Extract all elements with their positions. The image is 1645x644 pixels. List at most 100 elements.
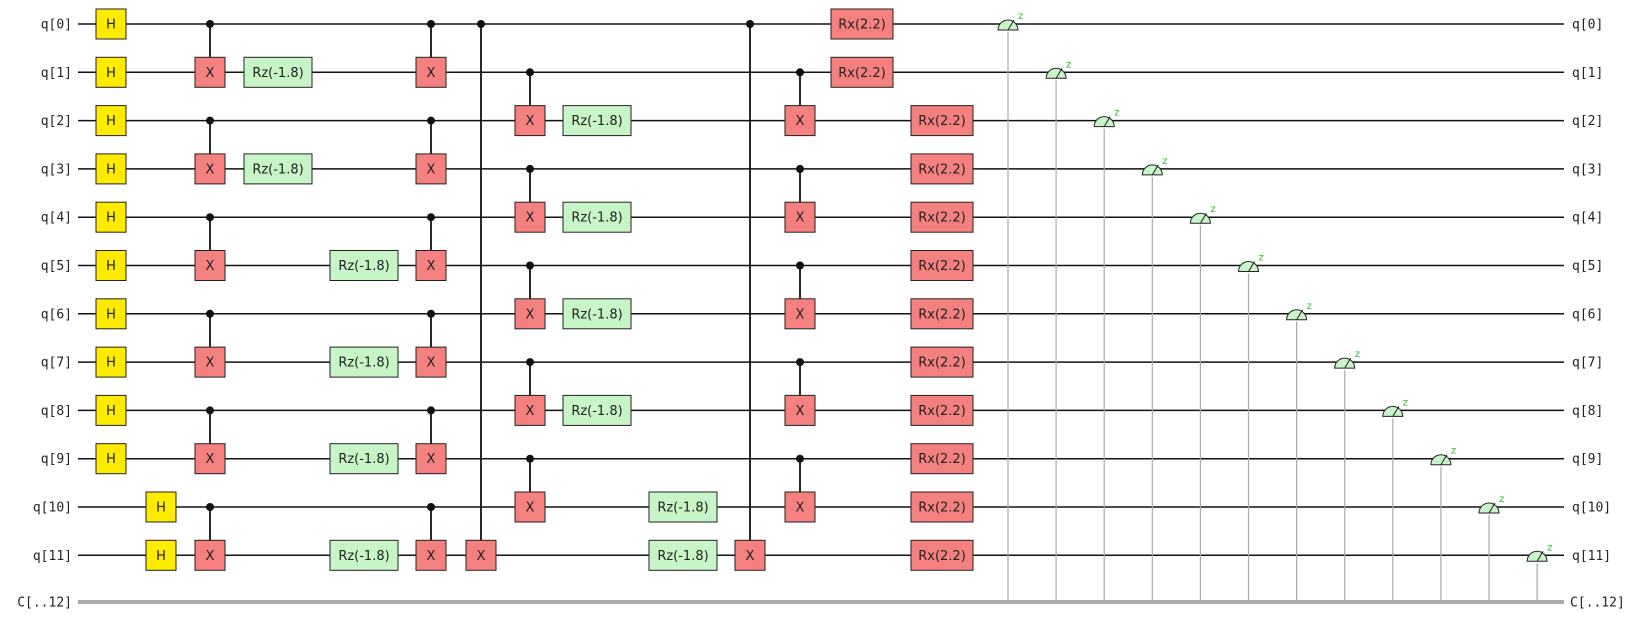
meter-needle-icon xyxy=(1440,454,1448,465)
cx-target-box xyxy=(194,443,226,475)
rz-gate-box xyxy=(562,394,632,426)
measurement-gate: z xyxy=(1382,397,1408,417)
cx-control-dot xyxy=(206,406,214,415)
cx-target-box xyxy=(734,539,766,571)
h-gate: H xyxy=(95,153,127,185)
cx-target-box xyxy=(415,250,447,281)
measurement-gate: z xyxy=(1526,542,1552,562)
h-gate-label: H xyxy=(106,162,116,177)
rz-gate-box xyxy=(562,298,632,330)
measurement-gate: z xyxy=(1141,156,1168,176)
meter-icon xyxy=(1093,116,1115,128)
rz-gate: Rz(-1.8) xyxy=(562,201,632,233)
rx-gate-label: Rx(2.2) xyxy=(918,501,966,516)
cx-target-box xyxy=(465,539,497,571)
rx-gate-label: Rx(2.2) xyxy=(918,356,966,371)
meter-icon xyxy=(997,19,1019,31)
rz-gate-label: Rz(-1.8) xyxy=(657,549,708,564)
cx-target: X xyxy=(415,346,447,378)
cx-target: X xyxy=(514,491,546,523)
qubit-label-left: q[0] xyxy=(41,18,72,33)
h-gate-box xyxy=(95,346,127,378)
cx-target-box xyxy=(415,443,447,475)
cx-control-dot xyxy=(796,261,804,270)
h-gate-box xyxy=(95,153,127,185)
cx-control-dot xyxy=(427,20,435,28)
h-gate-box xyxy=(145,491,177,523)
cx-control-dot xyxy=(206,503,214,511)
h-gate-label: H xyxy=(106,114,116,129)
cx-control-dot xyxy=(796,164,804,173)
h-gate-label: H xyxy=(106,18,116,33)
wires-layer xyxy=(78,23,1564,604)
qubit-label-left: q[2] xyxy=(41,114,72,129)
rz-gate: Rz(-1.8) xyxy=(329,250,399,281)
cx-target-box xyxy=(194,250,226,281)
cx-target-label: X xyxy=(206,549,215,564)
h-gate-box xyxy=(95,394,127,426)
h-gate-label: H xyxy=(156,549,166,564)
h-gate-box xyxy=(95,201,127,233)
rz-gate-box xyxy=(648,491,718,523)
meter-icon xyxy=(1382,405,1404,417)
cx-target-label: X xyxy=(206,452,215,467)
rz-gate-box xyxy=(329,346,399,378)
meter-needle-icon xyxy=(1103,116,1111,127)
cx-target-label: X xyxy=(796,211,805,226)
rx-gate-label: Rx(2.2) xyxy=(918,404,966,419)
rz-gate: Rz(-1.8) xyxy=(243,56,313,88)
rx-gate-label: Rx(2.2) xyxy=(838,66,886,81)
h-gate-label: H xyxy=(106,259,116,274)
rx-gate-box xyxy=(910,153,974,185)
rx-gate-box xyxy=(910,105,974,137)
cx-target: X xyxy=(415,153,447,185)
qubit-label-left: q[8] xyxy=(41,404,72,419)
measure-basis-label: z xyxy=(1210,204,1215,215)
cx-control-dot xyxy=(206,20,214,28)
cx-target-label: X xyxy=(206,356,215,371)
rx-gate-box xyxy=(910,443,974,475)
h-gate-label: H xyxy=(106,66,116,81)
cx-target: X xyxy=(194,443,226,475)
measurement-gate: z xyxy=(1478,494,1504,514)
cx-control-dot xyxy=(526,261,534,270)
measurement-gate: z xyxy=(1334,349,1360,369)
cx-target-label: X xyxy=(427,549,436,564)
h-gate: H xyxy=(95,394,127,426)
rx-gate: Rx(2.2) xyxy=(910,346,974,378)
rz-gate-box xyxy=(329,539,399,571)
classical-label-left: C[..12] xyxy=(17,596,72,611)
rz-gate-label: Rz(-1.8) xyxy=(252,162,303,177)
h-gate: H xyxy=(95,8,127,40)
rz-gate: Rz(-1.8) xyxy=(243,153,313,185)
qubit-label-right: q[2] xyxy=(1572,114,1603,129)
rz-gate-label: Rz(-1.8) xyxy=(338,549,389,564)
cx-target-box xyxy=(784,491,816,523)
qubit-label-left: q[3] xyxy=(41,162,72,177)
cx-target-label: X xyxy=(746,549,755,564)
cx-target: X xyxy=(194,346,226,378)
cx-target-label: X xyxy=(206,162,215,177)
rx-gate-box xyxy=(830,8,894,40)
rx-gate-label: Rx(2.2) xyxy=(918,162,966,177)
measurement-gate: z xyxy=(997,11,1023,31)
rx-gate: Rx(2.2) xyxy=(910,443,974,475)
qubit-label-left: q[10] xyxy=(33,501,72,516)
rz-gate: Rz(-1.8) xyxy=(562,394,632,426)
cx-target-box xyxy=(514,394,546,426)
cx-target-label: X xyxy=(427,259,436,274)
rz-gate: Rz(-1.8) xyxy=(329,346,399,378)
measure-basis-label: z xyxy=(1499,494,1504,505)
h-gate-label: H xyxy=(106,404,116,419)
measurements-layer: z z z z z z z z z z z z xyxy=(997,11,1552,562)
classical-label-right: C[..12] xyxy=(1570,596,1625,611)
rx-gate-label: Rx(2.2) xyxy=(918,452,966,467)
measure-basis-label: z xyxy=(1451,446,1456,457)
cx-target: X xyxy=(514,105,546,137)
h-gate: H xyxy=(95,105,127,137)
rx-gate-box xyxy=(830,56,894,88)
h-gate: H xyxy=(95,250,127,281)
h-gate-box xyxy=(95,56,127,88)
rz-gate-box xyxy=(562,105,632,137)
